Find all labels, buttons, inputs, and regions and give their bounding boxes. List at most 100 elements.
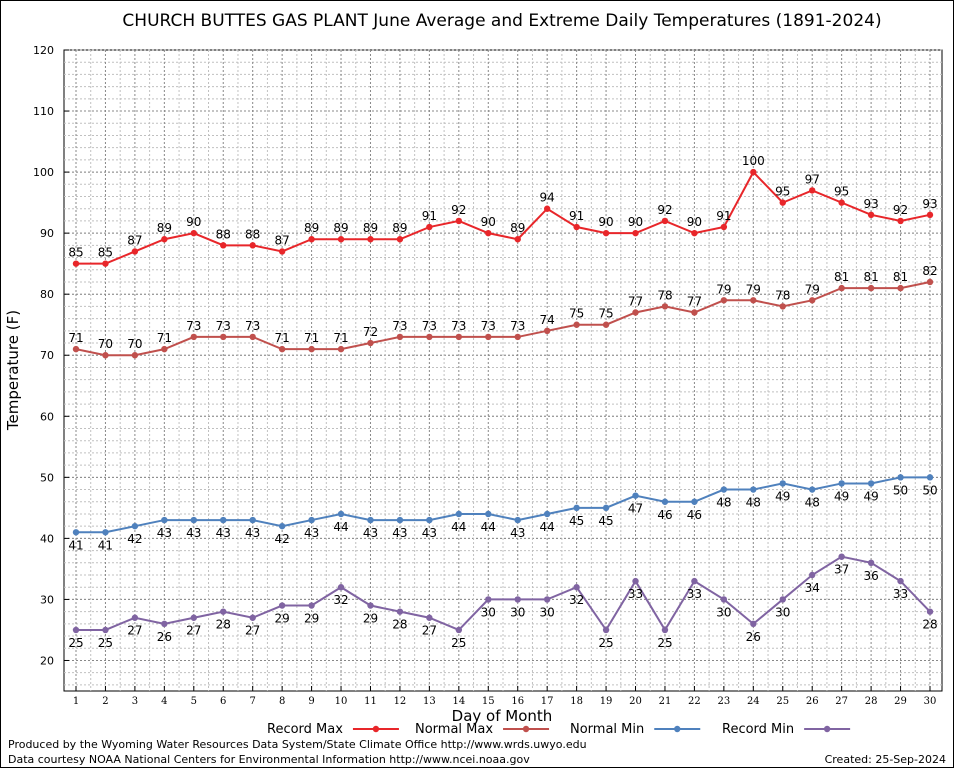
data-point [867, 559, 875, 566]
data-point [720, 223, 728, 231]
data-point [72, 260, 80, 267]
data-label: 46 [687, 508, 702, 522]
data-point [750, 486, 757, 493]
data-point [337, 584, 345, 591]
data-label: 27 [422, 624, 437, 638]
data-label: 89 [510, 221, 525, 235]
data-label: 73 [481, 319, 496, 333]
data-label: 25 [98, 636, 113, 650]
x-tick-label: 25 [776, 696, 789, 707]
series-record-min: 25 25 27 26 27 28 27 29 29 32 29 28 27 25 30 30 30 32 25 33… [68, 553, 938, 650]
series-line [75, 281, 931, 357]
data-point [455, 217, 463, 225]
data-label: 27 [245, 624, 260, 638]
data-point [337, 510, 345, 518]
data-label: 42 [127, 532, 142, 546]
x-tick-label: 16 [511, 696, 524, 707]
data-point [249, 333, 256, 341]
data-label: 46 [657, 508, 672, 522]
data-label: 50 [922, 483, 937, 497]
data-point [779, 199, 786, 206]
legend-label: Normal Min [570, 722, 644, 737]
data-label: 90 [687, 215, 702, 229]
x-tick-label: 29 [894, 696, 907, 707]
data-label: 44 [540, 520, 555, 534]
data-point [543, 205, 551, 212]
data-point [720, 486, 728, 493]
data-point [249, 516, 256, 524]
data-label: 75 [598, 307, 613, 321]
data-label: 92 [451, 203, 466, 217]
data-point [661, 217, 669, 225]
data-label: 82 [922, 264, 937, 278]
x-tick-label: 30 [924, 696, 937, 707]
data-label: 45 [569, 514, 584, 528]
legend-item: Record Max [267, 722, 399, 737]
data-point [543, 327, 551, 335]
data-label: 77 [687, 295, 702, 309]
data-point [897, 217, 904, 225]
data-label: 85 [98, 246, 113, 260]
data-point [161, 236, 168, 243]
data-point [485, 229, 492, 237]
data-label: 30 [716, 605, 731, 619]
data-label: 89 [157, 221, 172, 235]
chart-title: CHURCH BUTTES GAS PLANT June Average and… [122, 11, 881, 31]
data-point [750, 297, 757, 304]
data-point [308, 236, 315, 243]
x-tick-label: 4 [161, 696, 167, 707]
y-tick-label: 30 [40, 593, 54, 606]
data-label: 50 [893, 483, 908, 497]
legend-swatch-marker [823, 725, 831, 733]
data-point [426, 333, 433, 341]
data-label: 71 [274, 331, 289, 345]
data-label: 33 [687, 587, 702, 601]
data-point [926, 608, 934, 615]
data-point [131, 352, 139, 359]
data-point [220, 333, 227, 341]
series-line [76, 476, 930, 534]
data-label: 27 [186, 624, 201, 638]
data-point [367, 236, 374, 243]
data-point [455, 333, 463, 341]
data-label: 48 [716, 496, 731, 510]
data-label: 71 [333, 331, 348, 345]
x-tick-label: 14 [452, 696, 465, 707]
data-label: 89 [304, 221, 319, 235]
data-label: 95 [834, 185, 849, 199]
data-label: 87 [127, 233, 142, 247]
data-point [161, 516, 168, 524]
data-point [485, 596, 492, 603]
series-line [76, 170, 931, 265]
data-point [602, 626, 610, 634]
data-label: 91 [569, 209, 584, 223]
data-point [779, 596, 786, 603]
data-label: 43 [157, 526, 172, 540]
data-point [661, 498, 669, 505]
data-label: 97 [805, 172, 820, 186]
x-tick-label: 12 [394, 696, 407, 707]
data-label: 88 [216, 227, 231, 241]
x-tick-label: 23 [717, 696, 730, 707]
legend-swatch-marker [522, 725, 530, 733]
data-label: 45 [598, 514, 613, 528]
data-label: 79 [746, 282, 761, 296]
x-tick-label: 6 [220, 696, 226, 707]
data-label: 79 [716, 282, 731, 296]
data-point [190, 614, 197, 621]
x-tick-label: 3 [132, 696, 138, 707]
data-point [220, 608, 227, 615]
data-point [396, 236, 404, 243]
data-point [426, 223, 433, 231]
data-point [367, 602, 374, 609]
data-label: 81 [863, 270, 878, 284]
data-label: 89 [363, 221, 378, 235]
legend-item: Normal Max [415, 722, 550, 737]
data-label: 77 [628, 295, 643, 309]
data-point [573, 321, 580, 328]
data-point [602, 321, 610, 328]
data-point [426, 516, 433, 524]
data-label: 48 [805, 496, 820, 510]
data-label: 34 [805, 581, 820, 595]
data-point [278, 602, 286, 609]
